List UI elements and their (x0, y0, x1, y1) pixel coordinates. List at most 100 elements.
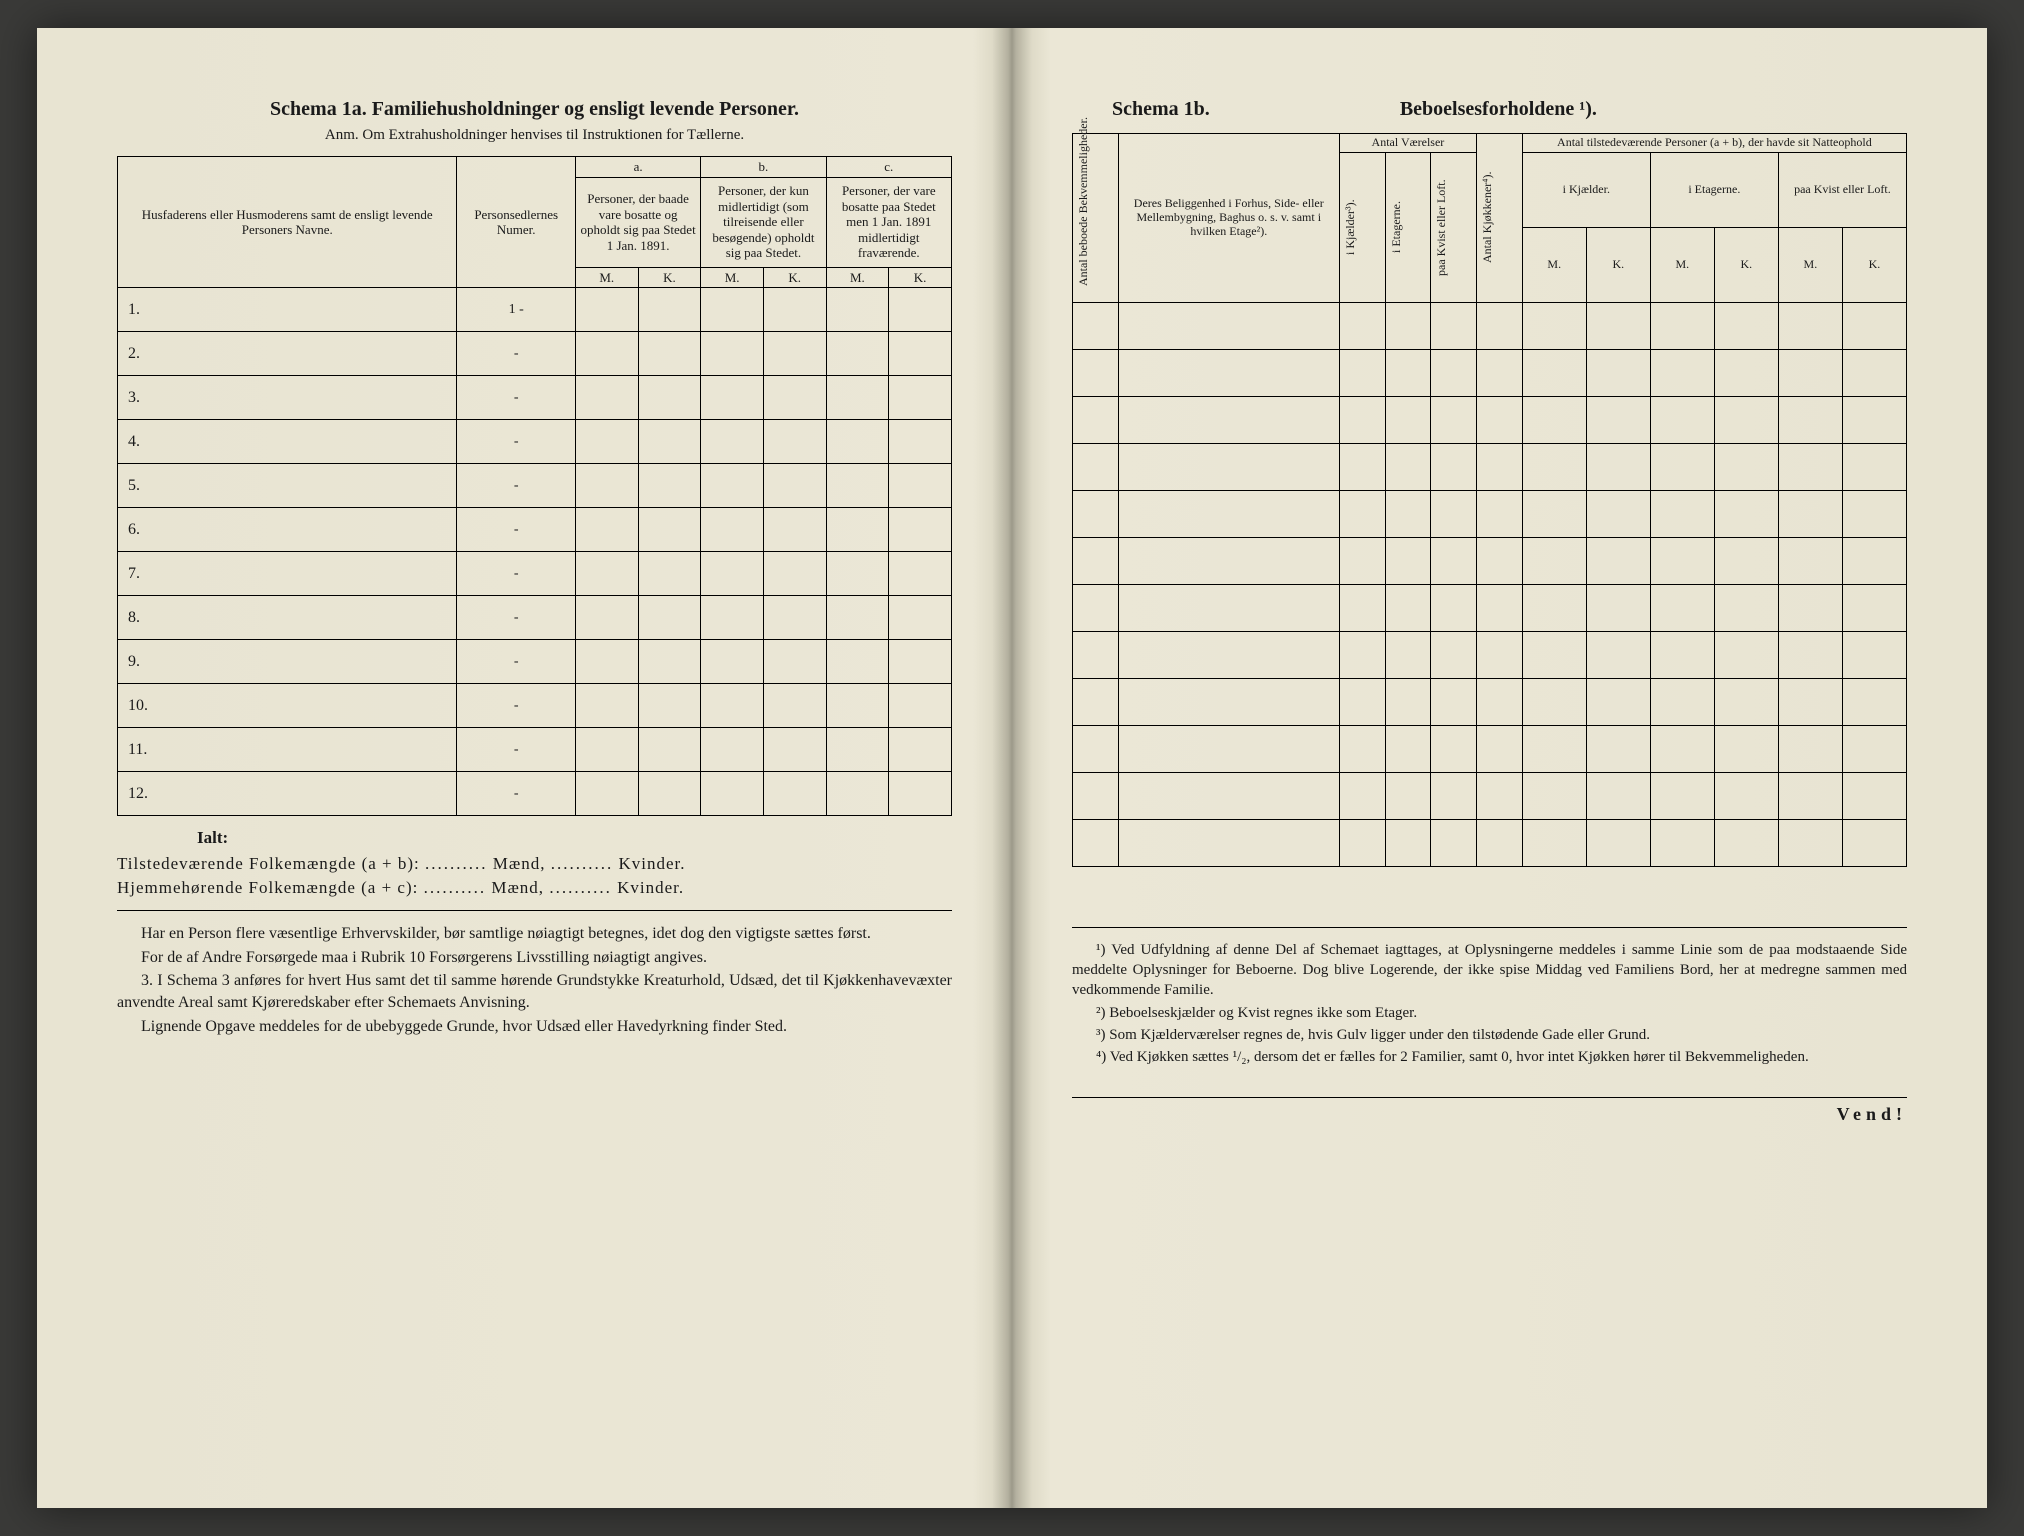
cell (1385, 396, 1431, 443)
cell (638, 772, 701, 816)
cell (701, 464, 764, 508)
cell (826, 464, 889, 508)
table-row (1073, 631, 1907, 678)
hdr-v-kjaelder-text: i Kjælder³). (1343, 155, 1359, 300)
cell (575, 288, 638, 332)
cell (1586, 537, 1650, 584)
row-num: 5. (118, 464, 457, 508)
cell (701, 376, 764, 420)
cell (1650, 584, 1714, 631)
kvinder-label: Kvinder. (618, 854, 685, 873)
total1-label: Tilstedeværende Folkemængde (a + b): (117, 854, 420, 873)
cell (1073, 584, 1119, 631)
cell (826, 420, 889, 464)
cell (1431, 584, 1477, 631)
cell (1073, 537, 1119, 584)
cell (638, 288, 701, 332)
table-row (1073, 772, 1907, 819)
vend-label: Vend! (1072, 1097, 1907, 1125)
hdr-k: K. (1586, 227, 1650, 302)
cell (575, 420, 638, 464)
total-present: Tilstedeværende Folkemængde (a + b): ...… (117, 854, 952, 874)
cell (1842, 725, 1906, 772)
cell (1118, 349, 1339, 396)
cell (1650, 725, 1714, 772)
cell (575, 464, 638, 508)
cell-person: - (457, 684, 576, 728)
cell (1522, 349, 1586, 396)
cell (763, 552, 826, 596)
cell (826, 772, 889, 816)
cell (1650, 443, 1714, 490)
cell (1842, 302, 1906, 349)
cell (1073, 678, 1119, 725)
cell (575, 508, 638, 552)
cell-person: - (457, 552, 576, 596)
cell-person: - (457, 332, 576, 376)
row-num: 11. (118, 728, 457, 772)
table-row (1073, 490, 1907, 537)
right-page: Schema 1b. Beboelsesforholdene ¹). Antal… (1012, 28, 1987, 1508)
left-body-text: Har en Person flere væsentlige Erhvervsk… (117, 923, 952, 1037)
cell (1842, 490, 1906, 537)
para-4: Lignende Opgave meddeles for de ubebygge… (117, 1016, 952, 1038)
cell (1778, 772, 1842, 819)
para3-text: I Schema 3 anføres for hvert Hus samt de… (117, 972, 952, 1011)
cell (1385, 349, 1431, 396)
cell (1073, 819, 1119, 866)
cell (1339, 584, 1385, 631)
cell (1714, 631, 1778, 678)
row-num: 2. (118, 332, 457, 376)
table-row (1073, 584, 1907, 631)
cell (575, 640, 638, 684)
cell (1714, 584, 1778, 631)
hdr-k: K. (1842, 227, 1906, 302)
cell (1477, 631, 1523, 678)
cell-person: - (457, 420, 576, 464)
cell (1522, 819, 1586, 866)
cell (1118, 396, 1339, 443)
schema-1a-subtitle: Anm. Om Extrahusholdninger henvises til … (117, 127, 952, 144)
cell (826, 728, 889, 772)
cell-person: - (457, 596, 576, 640)
cell (638, 552, 701, 596)
cell (1477, 772, 1523, 819)
cell (1778, 349, 1842, 396)
cell (889, 376, 952, 420)
table-row: 5.- (118, 464, 952, 508)
cell (889, 684, 952, 728)
hdr-m: M. (1522, 227, 1586, 302)
table-row: 2.- (118, 332, 952, 376)
cell (1339, 772, 1385, 819)
cell (1650, 631, 1714, 678)
cell (1073, 631, 1119, 678)
hdr-natteophold: Antal tilstedeværende Personer (a + b), … (1522, 134, 1906, 153)
cell (638, 376, 701, 420)
cell (1714, 443, 1778, 490)
cell (1073, 490, 1119, 537)
hdr-c-k: K. (889, 267, 952, 288)
table-row (1073, 819, 1907, 866)
cell (889, 552, 952, 596)
table-row (1073, 678, 1907, 725)
cell (1339, 443, 1385, 490)
cell (763, 684, 826, 728)
dots: .......... (551, 854, 614, 873)
cell (1385, 819, 1431, 866)
cell (701, 552, 764, 596)
cell (638, 728, 701, 772)
cell (638, 684, 701, 728)
cell-person: - (457, 464, 576, 508)
book-spread: Schema 1a. Familiehusholdninger og ensli… (37, 28, 1987, 1508)
cell (1714, 819, 1778, 866)
cell (1842, 819, 1906, 866)
schema-1b-title-row: Schema 1b. Beboelsesforholdene ¹). (1072, 98, 1907, 121)
hdr-n-kjaelder: i Kjælder. (1522, 152, 1650, 227)
cell (1650, 678, 1714, 725)
hdr-a-m: M. (575, 267, 638, 288)
cell (889, 288, 952, 332)
cell (1118, 725, 1339, 772)
cell (1339, 631, 1385, 678)
table-row: 6.- (118, 508, 952, 552)
cell (763, 728, 826, 772)
